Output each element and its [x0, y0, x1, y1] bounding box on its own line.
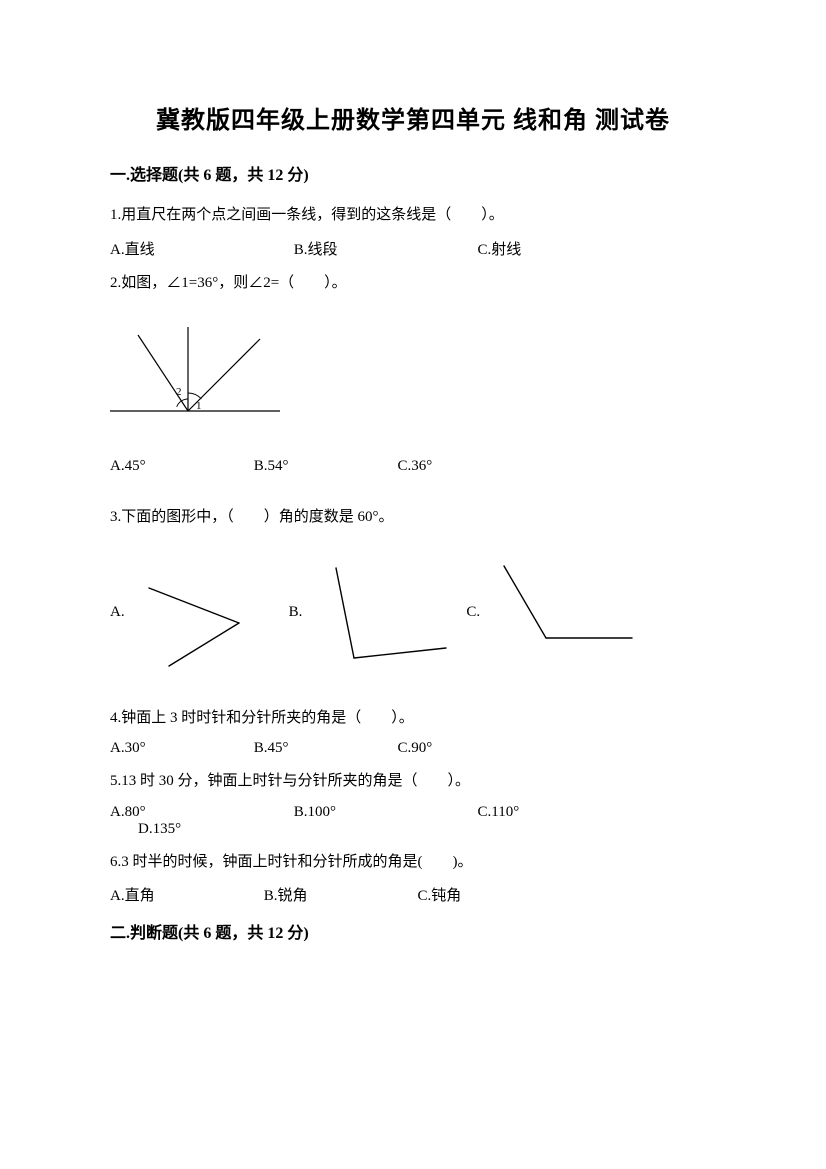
q1-opt-a: A.直线 [110, 238, 290, 259]
q2-opt-c: C.36° [398, 458, 433, 475]
q5-opt-b: B.100° [294, 804, 474, 821]
page: 冀教版四年级上册数学第四单元 线和角 测试卷 一.选择题(共 6 题，共 12 … [0, 0, 826, 1169]
q1-opt-c: C.射线 [478, 238, 522, 259]
q6-opt-b: B.锐角 [264, 884, 414, 905]
question-5-text: 5.13 时 30 分，钟面上时针与分针所夹的角是（ ）。 [110, 767, 716, 796]
angle-figure-b [306, 558, 456, 668]
q6-opt-a: A.直角 [110, 884, 260, 905]
q3-label-a: A. [110, 604, 125, 621]
q5-opt-c: C.110° [478, 804, 520, 821]
q2-opt-a: A.45° [110, 458, 250, 475]
q1-opt-b: B.线段 [294, 238, 474, 259]
angle-diagram-svg: 12 [110, 317, 280, 427]
question-1-text: 1.用直尺在两个点之间画一条线，得到的这条线是（ ）。 [110, 201, 716, 230]
question-5-options: A.80° B.100° C.110° D.135° [110, 804, 716, 838]
question-6-options: A.直角 B.锐角 C.钝角 [110, 884, 716, 905]
q5-opt-d: D.135° [138, 821, 181, 838]
question-4-options: A.30° B.45° C.90° [110, 740, 716, 757]
q5-opt-a: A.80° [110, 804, 290, 821]
section-2-header: 二.判断题(共 6 题，共 12 分) [110, 919, 716, 943]
question-3-text: 3.下面的图形中，（ ）角的度数是 60°。 [110, 503, 716, 532]
question-2-text: 2.如图，∠1=36°，则∠2=（ ）。 [110, 269, 716, 298]
q2-opt-b: B.54° [254, 458, 394, 475]
q3-label-b: B. [289, 604, 303, 621]
question-4-text: 4.钟面上 3 时时针和分针所夹的角是（ ）。 [110, 704, 716, 733]
angle-figure-a [129, 558, 279, 668]
question-2-options: A.45° B.54° C.36° [110, 458, 716, 475]
q4-opt-c: C.90° [398, 740, 433, 757]
question-3-figure-row: A. B. C. [110, 558, 716, 668]
question-1-options: A.直线 B.线段 C.射线 [110, 238, 716, 259]
q4-opt-b: B.45° [254, 740, 394, 757]
section-1-header: 一.选择题(共 6 题，共 12 分) [110, 161, 716, 185]
doc-title: 冀教版四年级上册数学第四单元 线和角 测试卷 [110, 100, 716, 135]
q4-opt-a: A.30° [110, 740, 250, 757]
q3-label-c: C. [466, 604, 480, 621]
question-2-figure: 12 [110, 317, 716, 432]
svg-text:2: 2 [176, 386, 182, 398]
q6-opt-c: C.钝角 [418, 884, 462, 905]
question-6-text: 6.3 时半的时候，钟面上时针和分针所成的角是( )。 [110, 848, 716, 877]
angle-figure-c [484, 558, 634, 668]
svg-text:1: 1 [196, 400, 202, 412]
